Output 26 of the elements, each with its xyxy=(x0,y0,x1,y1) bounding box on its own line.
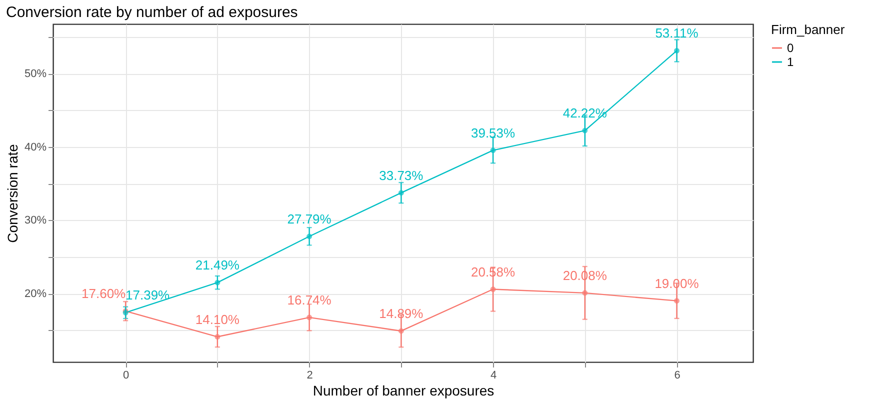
data-label: 33.73% xyxy=(379,168,424,183)
y-tick-label: 50% xyxy=(24,68,47,80)
data-label: 53.11% xyxy=(655,26,699,41)
y-axis-title: Conversion rate xyxy=(4,144,20,243)
data-label: 14.89% xyxy=(379,306,424,321)
data-label: 17.60% xyxy=(82,286,126,302)
data-label: 42.22% xyxy=(562,106,608,121)
data-label: 17.39% xyxy=(126,288,170,303)
data-label: 39.53% xyxy=(470,125,516,140)
legend-title: Firm_banner xyxy=(771,22,846,37)
x-tick-label: 0 xyxy=(123,370,130,382)
chart-title: Conversion rate by number of ad exposures xyxy=(6,4,298,21)
legend-label: 0 xyxy=(787,41,794,55)
y-tick-label: 30% xyxy=(24,214,47,227)
y-tick-label: 40% xyxy=(24,141,47,154)
legend-label: 1 xyxy=(787,55,794,69)
data-label: 21.49% xyxy=(195,258,240,273)
y-tick-label: 20% xyxy=(24,288,47,300)
x-axis-title: Number of banner exposures xyxy=(312,382,494,398)
data-label: 16.74% xyxy=(287,292,332,308)
x-tick-label: 4 xyxy=(490,370,497,382)
data-label: 14.10% xyxy=(195,312,240,327)
x-tick-label: 6 xyxy=(674,370,680,382)
data-label: 19.00% xyxy=(654,276,700,291)
x-tick-label: 2 xyxy=(306,370,313,382)
data-label: 27.79% xyxy=(287,211,332,226)
